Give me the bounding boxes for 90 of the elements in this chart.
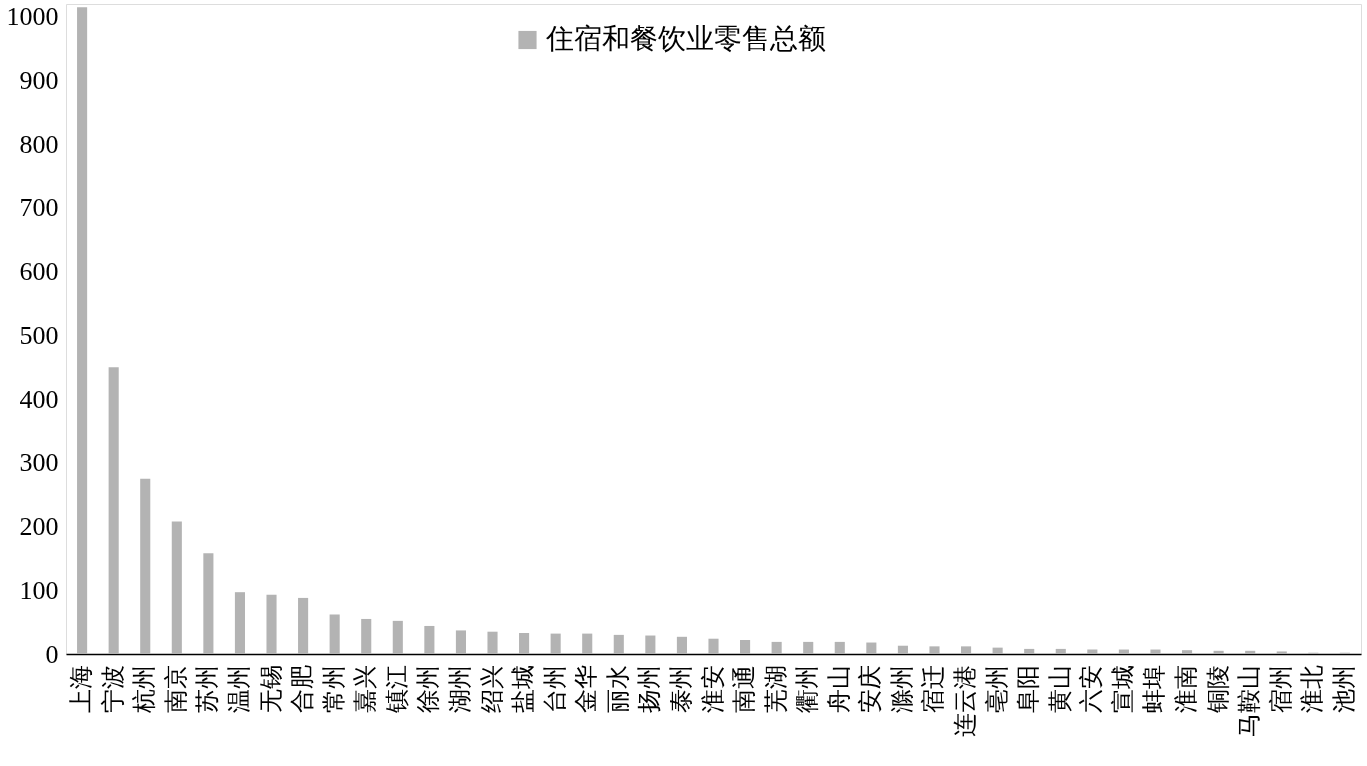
- y-tick-label: 700: [19, 193, 59, 223]
- bar: [77, 7, 88, 654]
- x-tick-label: 芜湖: [762, 664, 789, 713]
- bar: [1024, 648, 1035, 654]
- bar: [897, 645, 908, 654]
- bar: [834, 641, 845, 654]
- x-tick-label: 上海: [68, 664, 95, 713]
- y-tick-label: 500: [19, 320, 59, 350]
- x-tick-label: 连云港: [952, 664, 979, 737]
- bar: [740, 639, 751, 654]
- bar: [550, 633, 561, 654]
- x-tick-label: 常州: [320, 664, 347, 713]
- x-tick-label: 南京: [162, 664, 189, 713]
- x-tick-label: 嘉兴: [352, 664, 379, 713]
- x-tick-label: 绍兴: [478, 664, 505, 713]
- x-tick-label: 蚌埠: [1141, 664, 1168, 713]
- x-tick-label: 宿州: [1267, 664, 1294, 713]
- bar: [645, 635, 656, 654]
- y-tick-label: 300: [19, 448, 59, 478]
- bar: [519, 632, 530, 654]
- y-tick-label: 1000: [6, 2, 59, 32]
- y-tick-label: 0: [45, 639, 59, 669]
- bar: [108, 367, 119, 654]
- x-tick-label: 合肥: [289, 664, 316, 713]
- x-tick-label: 池州: [1330, 664, 1357, 713]
- x-tick-label: 金华: [573, 664, 600, 713]
- x-tick-label: 马鞍山: [1236, 664, 1263, 737]
- y-tick-label: 400: [19, 384, 59, 414]
- x-tick-label: 湖州: [446, 664, 473, 713]
- bar: [1213, 650, 1224, 654]
- x-tick-label: 台州: [541, 664, 568, 713]
- y-tick-label: 200: [19, 512, 59, 542]
- bar: [992, 647, 1003, 654]
- x-tick-label: 盐城: [510, 664, 537, 713]
- y-tick-label: 900: [19, 65, 59, 95]
- bar: [266, 594, 277, 654]
- x-tick-label: 镇江: [383, 664, 410, 714]
- x-tick-label: 六安: [1078, 664, 1105, 713]
- bar: [803, 641, 814, 654]
- x-tick-label: 淮北: [1299, 664, 1326, 713]
- x-tick-label: 杭州: [131, 664, 158, 714]
- bar: [424, 625, 435, 654]
- bar: [140, 478, 151, 654]
- x-tick-label: 安庆: [857, 664, 884, 713]
- bar: [961, 646, 972, 654]
- bar: [329, 614, 340, 654]
- x-tick-label: 宁波: [99, 664, 126, 713]
- y-tick-label: 100: [19, 575, 59, 605]
- bar: [1055, 648, 1066, 654]
- bar: [676, 636, 687, 654]
- bar: [361, 618, 372, 654]
- x-tick-label: 苏州: [194, 664, 221, 713]
- bar: [487, 631, 498, 654]
- bar: [1150, 649, 1161, 654]
- x-tick-label: 扬州: [636, 664, 663, 713]
- y-tick-label: 800: [19, 129, 59, 159]
- x-tick-label: 舟山: [825, 664, 852, 713]
- x-tick-label: 淮安: [699, 664, 726, 713]
- x-tick-label: 亳州: [983, 664, 1010, 713]
- bar: [1245, 650, 1256, 654]
- x-tick-label: 丽水: [604, 664, 631, 713]
- x-tick-label: 衢州: [794, 664, 821, 713]
- bar: [1276, 651, 1287, 654]
- x-tick-label: 宿迁: [920, 664, 947, 713]
- x-tick-label: 南通: [731, 664, 758, 713]
- bar: [582, 633, 593, 654]
- bar: [392, 620, 403, 654]
- bar: [866, 642, 877, 654]
- bar: [455, 630, 466, 654]
- x-tick-label: 淮南: [1173, 664, 1200, 713]
- x-tick-label: 无锡: [257, 664, 284, 713]
- legend-label: 住宿和餐饮业零售总额: [544, 23, 826, 54]
- x-tick-label: 宣城: [1109, 664, 1136, 713]
- bar: [708, 638, 719, 654]
- x-tick-label: 徐州: [415, 664, 442, 713]
- x-tick-label: 温州: [225, 664, 252, 713]
- x-tick-label: 黄山: [1046, 664, 1073, 713]
- bar: [1182, 650, 1193, 654]
- bar: [929, 646, 940, 654]
- bar: [171, 521, 182, 654]
- bar: [298, 597, 309, 654]
- x-tick-label: 泰州: [667, 664, 694, 713]
- bar: [203, 553, 214, 654]
- x-tick-label: 铜陵: [1204, 664, 1231, 714]
- y-tick-label: 600: [19, 257, 59, 287]
- bar: [234, 592, 245, 654]
- bar: [613, 634, 624, 654]
- bar: [771, 641, 782, 654]
- x-tick-label: 阜阳: [1015, 664, 1042, 713]
- x-tick-label: 滁州: [888, 664, 915, 713]
